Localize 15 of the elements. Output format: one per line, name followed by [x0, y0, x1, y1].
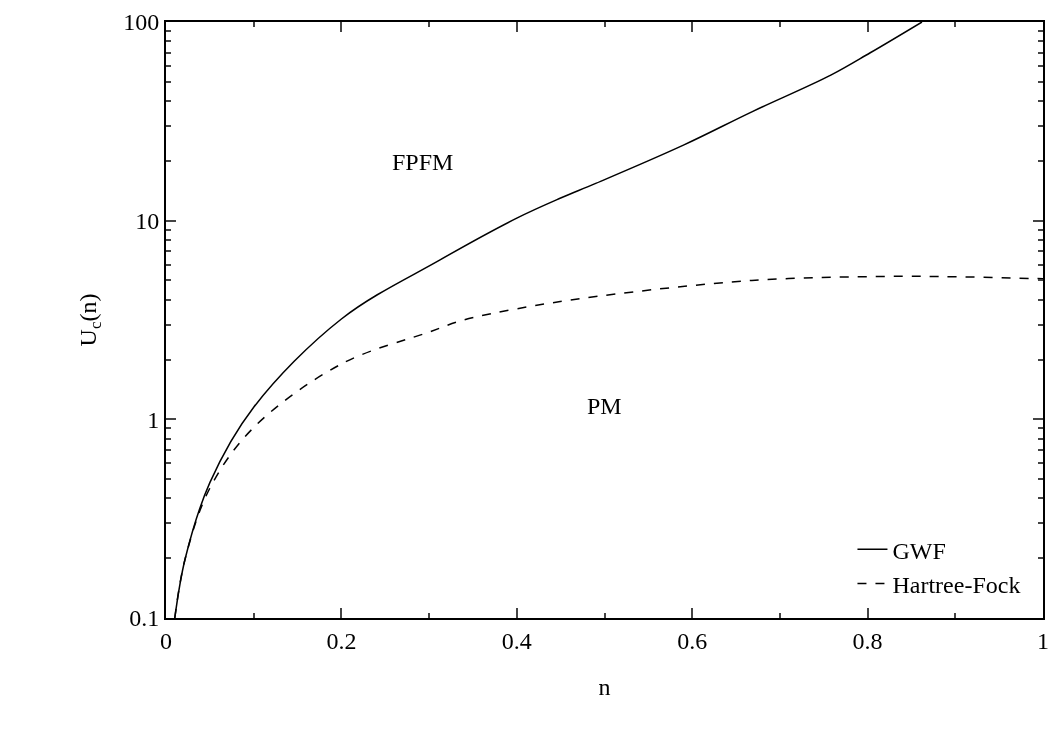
y-tick-label: 0.1: [129, 605, 160, 632]
x-tick-label: 0: [160, 627, 172, 654]
annotation: FPFM: [392, 149, 454, 175]
annotation: PM: [587, 393, 622, 419]
legend-label: GWF: [892, 537, 946, 564]
x-axis-title: n: [598, 673, 611, 700]
legend-label: Hartree-Fock: [892, 571, 1021, 598]
y-tick-label: 100: [123, 9, 160, 36]
y-tick-label: 1: [147, 406, 160, 433]
y-tick-label: 10: [135, 208, 160, 235]
x-tick-label: 0.4: [501, 627, 532, 654]
x-tick-label: 0.6: [677, 627, 708, 654]
x-tick-label: 0.8: [852, 627, 883, 654]
x-tick-label: 1: [1037, 627, 1049, 654]
x-tick-label: 0.2: [326, 627, 357, 654]
